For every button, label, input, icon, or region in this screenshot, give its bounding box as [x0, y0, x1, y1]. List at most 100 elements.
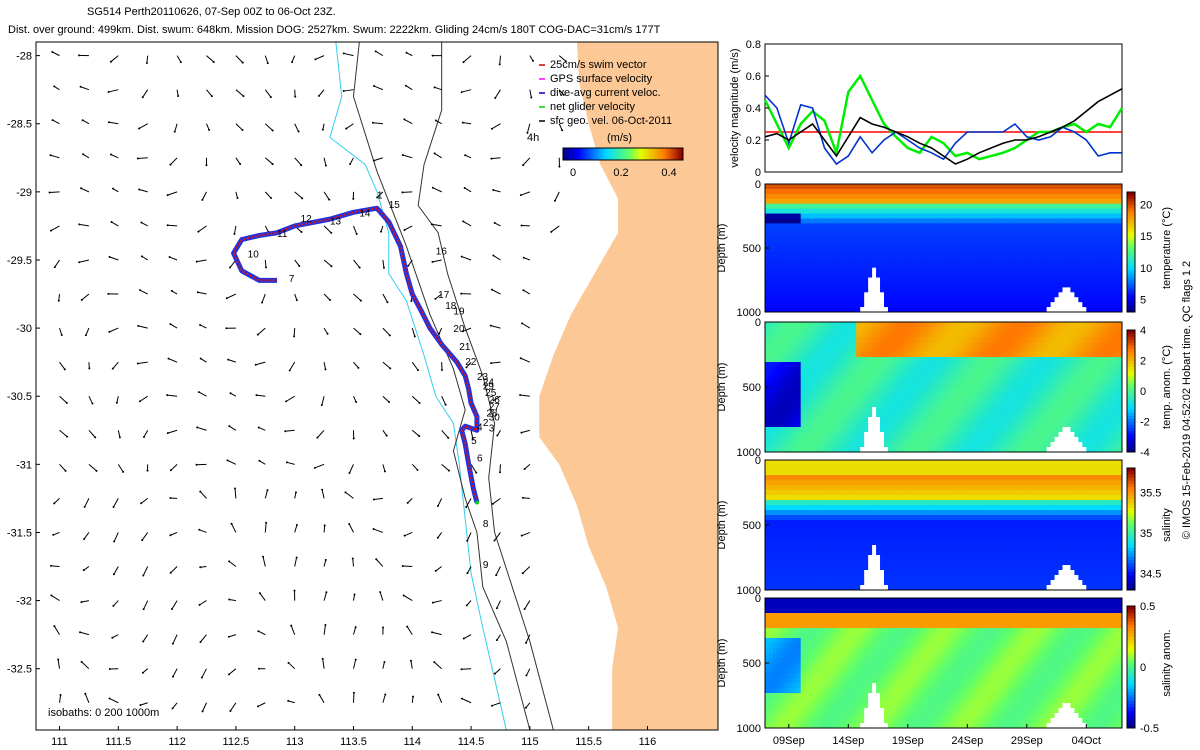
heatmap-cell — [864, 377, 869, 383]
heatmap-cell — [876, 257, 881, 264]
heatmap-cell — [931, 248, 936, 254]
heatmap-cell — [880, 342, 885, 348]
heatmap-cell — [844, 208, 849, 214]
heatmap-cell — [788, 292, 794, 298]
heatmap-colorbar-cell — [1127, 192, 1135, 196]
heatmap-cell — [943, 357, 948, 363]
heatmap-cell — [1014, 292, 1020, 298]
velocity-arrow-head — [108, 255, 111, 258]
heatmap-cell — [1078, 252, 1083, 259]
heatmap-cell — [828, 377, 833, 383]
heatmap-cell — [1014, 218, 1020, 224]
heatmap-cell — [876, 337, 881, 343]
heatmap-cell — [959, 248, 964, 254]
heatmap-cell — [780, 243, 786, 249]
heatmap-cell — [983, 407, 988, 413]
heatmap-cell — [792, 193, 798, 200]
heatmap-cell — [935, 297, 940, 303]
track-label: 30 — [489, 413, 501, 424]
heatmap-colorbar-label: temperature (°C) — [1161, 207, 1173, 289]
heatmap-cell — [991, 262, 996, 269]
heatmap-cell — [895, 347, 901, 353]
heatmap-cell — [983, 213, 988, 219]
heatmap-cell — [963, 367, 968, 373]
velocity-arrow-head — [208, 128, 211, 131]
heatmap-cell — [1010, 252, 1016, 259]
heatmap-cell — [903, 248, 909, 254]
heatmap-cell — [887, 198, 893, 205]
heatmap-cell — [1074, 272, 1079, 278]
heatmap-cell — [864, 277, 869, 283]
heatmap-cell — [919, 437, 925, 443]
heatmap-cell — [1054, 223, 1059, 229]
heatmap-cell — [876, 198, 881, 205]
heatmap-cell — [884, 218, 889, 224]
heatmap-cell — [852, 184, 857, 190]
velocity-arrow-head — [493, 539, 496, 542]
heatmap-cell — [967, 262, 972, 269]
velocity-arrow — [494, 89, 501, 99]
heatmap-cell — [1074, 257, 1079, 264]
heatmap-cell — [780, 228, 786, 234]
heatmap-cell — [1102, 223, 1107, 229]
heatmap-cell — [876, 402, 881, 408]
heatmap-cell — [911, 437, 917, 443]
heatmap-cell — [788, 198, 794, 205]
heatmap-cell — [971, 198, 976, 205]
heatmap-cell — [891, 372, 897, 378]
heatmap-cell — [772, 332, 778, 338]
heatmap-cell — [959, 223, 964, 229]
heatmap-cell — [1003, 218, 1008, 224]
heatmap-cell — [971, 238, 976, 244]
heatmap-cell — [1118, 193, 1123, 200]
velocity-arrow — [54, 85, 60, 91]
heatmap-cell — [983, 203, 988, 210]
velocity-arrow-head — [401, 153, 404, 156]
velocity-arrow-head — [490, 288, 493, 291]
heatmap-cell — [796, 337, 802, 343]
heatmap-cell — [907, 238, 913, 244]
heatmap-cell — [955, 342, 960, 348]
heatmap-cell — [844, 267, 849, 274]
heatmap-cell — [840, 397, 845, 403]
heatmap-cell — [943, 322, 948, 328]
heatmap-cell — [1082, 233, 1087, 239]
heatmap-cell — [1094, 213, 1099, 219]
heatmap-cell — [1074, 287, 1079, 293]
heatmap-cell — [931, 442, 936, 448]
heatmap-cell — [868, 367, 873, 373]
heatmap-cell — [959, 332, 964, 338]
heatmap-cell — [971, 287, 976, 293]
heatmap-cell — [812, 257, 817, 264]
heatmap-cell — [947, 322, 952, 328]
velocity-arrow-head — [382, 626, 385, 629]
heatmap-cell — [983, 327, 988, 333]
heatmap-cell — [824, 257, 829, 264]
heatmap-cell — [931, 332, 936, 338]
heatmap-cell — [856, 322, 861, 328]
heatmap-cell — [776, 233, 782, 239]
heatmap-cell — [1058, 233, 1063, 239]
heatmap-cell — [1098, 218, 1103, 224]
heatmap-cell — [876, 427, 881, 433]
heatmap-cell — [1114, 243, 1119, 249]
velocity-arrow — [202, 702, 207, 712]
heatmap-cell — [1062, 257, 1067, 264]
heatmap-cell — [891, 332, 897, 338]
velocity-arrow-head — [254, 363, 257, 366]
heatmap-cell — [876, 233, 881, 239]
heatmap-cell — [903, 218, 909, 224]
heatmap-cell — [923, 252, 929, 259]
heatmap-cell — [800, 447, 806, 453]
velocity-arrow — [431, 223, 442, 227]
heatmap-cell — [816, 193, 821, 200]
heatmap-cell — [951, 282, 956, 288]
heatmap-cell — [955, 248, 960, 254]
heatmap-cell — [868, 392, 873, 398]
heatmap-cell — [868, 337, 873, 343]
heatmap-cell — [852, 442, 857, 448]
heatmap-cell — [1003, 228, 1008, 234]
heatmap-cell — [792, 208, 798, 214]
map-colorbar-cell — [663, 148, 666, 160]
heatmap-cell — [1046, 287, 1051, 293]
